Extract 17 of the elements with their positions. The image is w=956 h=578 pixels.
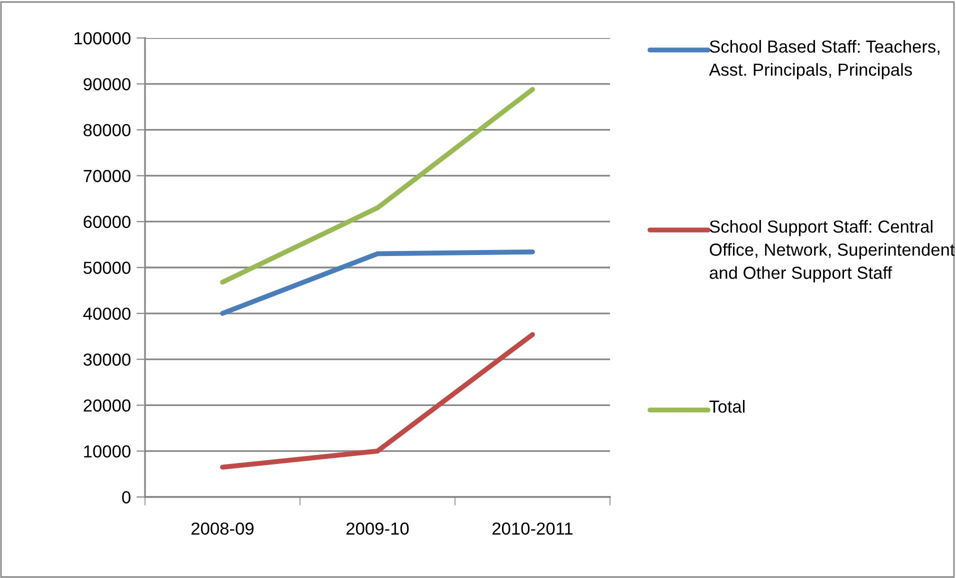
x-tick-label: 2009-10 xyxy=(346,522,409,535)
y-tick-label: 0 xyxy=(122,491,130,504)
y-tick-label: 80000 xyxy=(84,124,130,136)
y-tick-label: 40000 xyxy=(83,308,130,320)
y-tick-label: 100000 xyxy=(74,32,130,44)
y-tick-label: 70000 xyxy=(84,170,130,182)
y-tick-label: 60000 xyxy=(84,216,130,228)
y-tick-label: 20000 xyxy=(84,399,130,412)
y-tick-label: 10000 xyxy=(84,445,130,458)
x-tick-label: 2008-09 xyxy=(192,522,254,535)
legend-label: School Support Staff: Central Office, Network, Superintendent and Other Support Staff xyxy=(710,220,955,282)
y-tick-label: 30000 xyxy=(84,353,130,366)
legend-label: School Based Staff: Teachers, Asst. Principals, Principals xyxy=(709,40,940,80)
y-tick-label: 50000 xyxy=(84,262,130,274)
x-tick-label: 2010-2011 xyxy=(492,522,573,535)
y-tick-label: 90000 xyxy=(84,78,130,90)
legend-label: Total xyxy=(709,400,745,413)
